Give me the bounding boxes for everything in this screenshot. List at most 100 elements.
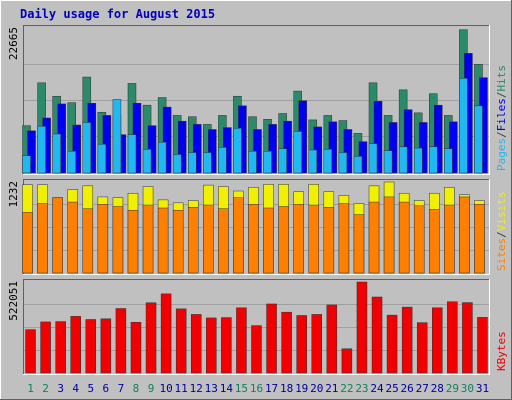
legend-entry: KBytes xyxy=(495,331,508,371)
legend-entry: Pages xyxy=(495,138,508,171)
x-tick-label: 27 xyxy=(416,382,429,395)
bar-pages-day-1 xyxy=(22,155,31,174)
bar-sites-day-24 xyxy=(368,201,380,274)
x-tick-label: 16 xyxy=(250,382,263,395)
bar-files-day-10 xyxy=(162,106,172,174)
bar-sites-day-5 xyxy=(82,208,94,274)
bar-sites-day-10 xyxy=(157,207,169,274)
x-tick-label: 2 xyxy=(42,382,49,395)
bar-pages-day-30 xyxy=(459,78,468,174)
x-tick-label: 31 xyxy=(476,382,489,395)
bar-kbytes-day-30 xyxy=(462,302,473,374)
bar-kbytes-day-8 xyxy=(130,322,142,374)
bar-kbytes-day-19 xyxy=(296,315,307,374)
bar-files-day-28 xyxy=(434,104,443,174)
bar-sites-day-9 xyxy=(142,204,154,274)
bar-pages-day-31 xyxy=(474,105,483,174)
bar-files-day-21 xyxy=(328,121,338,174)
x-tick-label: 26 xyxy=(401,382,414,395)
bar-sites-day-6 xyxy=(97,204,109,274)
x-tick-label: 8 xyxy=(133,382,140,395)
x-tick-label: 12 xyxy=(190,382,203,395)
bar-kbytes-day-20 xyxy=(311,314,323,374)
x-tick-label: 14 xyxy=(220,382,234,395)
x-tick-label: 11 xyxy=(175,382,188,395)
x-tick-label: 1 xyxy=(27,382,34,395)
bar-kbytes-day-26 xyxy=(401,306,413,374)
x-tick-label: 7 xyxy=(118,382,125,395)
bar-files-day-22 xyxy=(343,129,353,174)
bar-pages-day-7 xyxy=(112,99,122,174)
bar-sites-day-23 xyxy=(353,214,365,274)
bar-pages-day-16 xyxy=(248,150,257,174)
bar-kbytes-day-12 xyxy=(190,314,202,374)
panel-legend: Sites/Visits xyxy=(495,192,508,272)
bar-kbytes-day-31 xyxy=(477,317,488,374)
bar-pages-day-14 xyxy=(218,147,227,174)
bar-sites-day-20 xyxy=(308,204,320,274)
bar-sites-day-12 xyxy=(187,207,199,274)
bar-kbytes-day-2 xyxy=(40,321,51,374)
bar-files-day-18 xyxy=(283,120,292,174)
x-tick-label: 29 xyxy=(446,382,459,395)
x-tick-label: 10 xyxy=(159,382,172,395)
bar-sites-day-25 xyxy=(383,196,395,274)
bar-kbytes-day-3 xyxy=(55,321,66,374)
bar-files-day-17 xyxy=(268,124,277,174)
bar-pages-day-24 xyxy=(368,143,378,174)
bar-sites-day-3 xyxy=(52,197,63,274)
x-tick-label: 30 xyxy=(461,382,474,395)
bar-sites-day-28 xyxy=(429,209,440,274)
bar-kbytes-day-28 xyxy=(432,307,443,374)
bar-sites-day-2 xyxy=(37,203,48,274)
series-pages xyxy=(22,78,483,174)
x-tick-label: 23 xyxy=(355,382,368,395)
bar-pages-day-28 xyxy=(429,146,438,174)
bar-sites-day-31 xyxy=(474,204,485,274)
bar-kbytes-day-7 xyxy=(115,308,127,374)
bar-pages-day-12 xyxy=(187,152,197,174)
bar-pages-day-15 xyxy=(233,127,242,174)
panel-max-label: 1232 xyxy=(7,181,20,208)
bar-sites-day-16 xyxy=(248,204,259,274)
bar-pages-day-11 xyxy=(172,154,182,174)
bar-pages-day-13 xyxy=(203,152,212,174)
bar-sites-day-13 xyxy=(203,204,214,274)
bar-files-day-1 xyxy=(27,130,36,174)
panel-kbytes: 522051 KBytes xyxy=(7,279,508,375)
bar-sites-day-11 xyxy=(172,209,184,274)
bar-kbytes-day-17 xyxy=(266,303,277,374)
bar-files-day-27 xyxy=(418,122,428,174)
bar-kbytes-day-11 xyxy=(175,308,187,374)
x-axis-day-labels: 1 2 3 4 5 6 7 8 9 10 11 12 13 14 15 16 17 18 19 20 21 22 23 24 2… xyxy=(27,382,489,395)
x-tick-label: 4 xyxy=(72,382,79,395)
legend-entry: / xyxy=(495,92,508,99)
bar-sites-day-22 xyxy=(338,203,350,274)
bar-kbytes-day-14 xyxy=(221,317,232,374)
bar-files-day-26 xyxy=(403,109,413,174)
bar-sites-day-7 xyxy=(112,206,124,274)
bar-sites-day-29 xyxy=(444,204,455,274)
bar-pages-day-17 xyxy=(263,150,272,174)
bar-kbytes-day-13 xyxy=(206,317,217,374)
bar-sites-day-19 xyxy=(293,204,304,274)
x-tick-label: 21 xyxy=(325,382,338,395)
bar-pages-day-27 xyxy=(413,147,423,174)
bar-kbytes-day-1 xyxy=(25,329,36,374)
bar-files-day-11 xyxy=(177,120,187,174)
x-tick-label: 15 xyxy=(235,382,248,395)
bar-pages-day-8 xyxy=(127,134,137,174)
bar-pages-day-21 xyxy=(323,149,333,174)
bar-pages-day-26 xyxy=(398,146,408,174)
bar-files-day-4 xyxy=(72,124,81,174)
bar-pages-day-19 xyxy=(293,131,302,174)
bar-pages-day-10 xyxy=(157,142,167,174)
bar-files-day-12 xyxy=(192,124,202,174)
bar-sites-day-15 xyxy=(233,197,244,274)
panel-max-label: 22665 xyxy=(7,27,20,60)
bar-kbytes-day-15 xyxy=(236,307,247,374)
bar-kbytes-day-4 xyxy=(70,316,81,374)
bar-sites-day-27 xyxy=(413,205,425,274)
x-tick-label: 9 xyxy=(148,382,155,395)
